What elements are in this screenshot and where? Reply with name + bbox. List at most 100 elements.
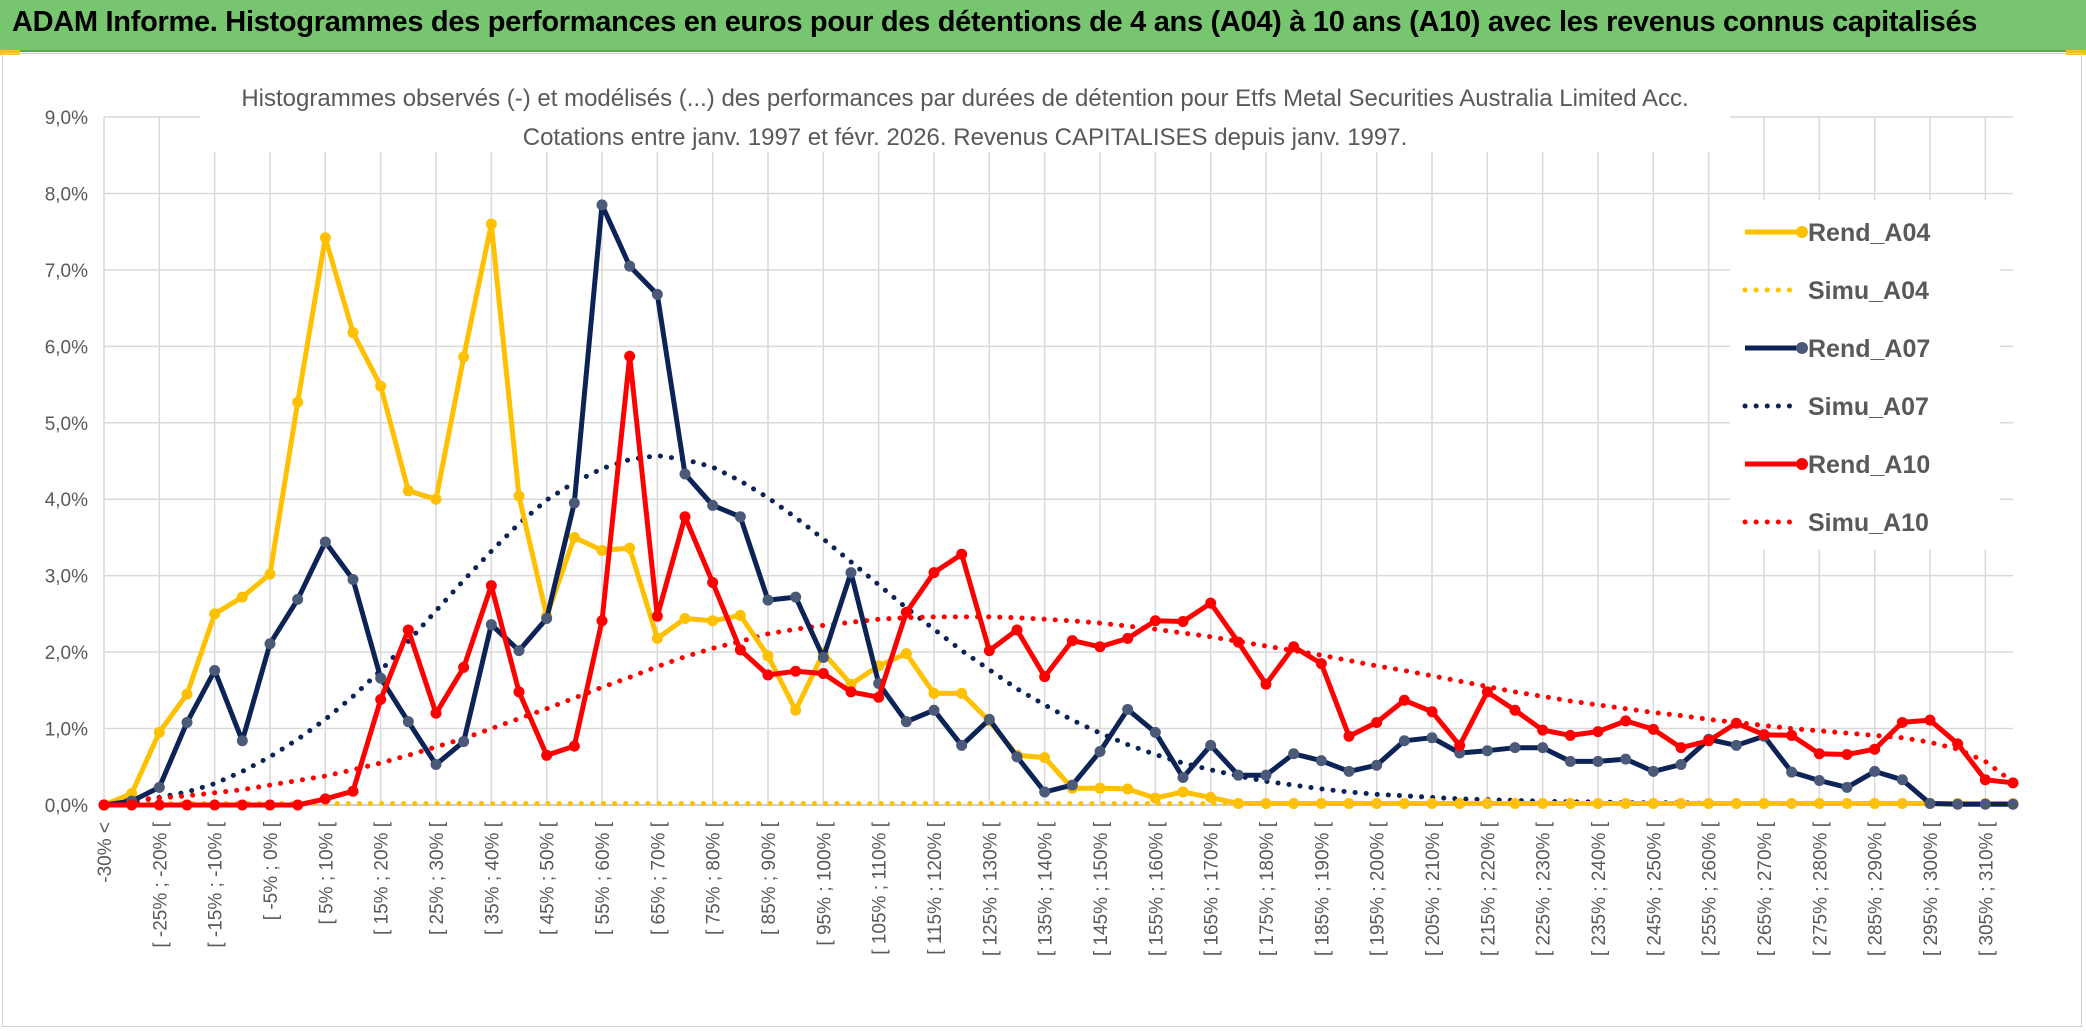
data-point bbox=[1841, 797, 1853, 809]
data-point bbox=[790, 591, 802, 603]
data-point bbox=[679, 468, 691, 480]
legend-label: Simu_A04 bbox=[1808, 277, 1929, 305]
data-point bbox=[956, 548, 968, 560]
data-point bbox=[1869, 743, 1881, 755]
data-point bbox=[900, 716, 912, 728]
data-point bbox=[1758, 729, 1770, 741]
data-point bbox=[430, 493, 442, 505]
data-point bbox=[707, 499, 719, 511]
legend-item: Rend_A04 bbox=[1745, 219, 1930, 247]
data-point bbox=[1675, 742, 1687, 754]
legend-item: Rend_A07 bbox=[1745, 335, 1930, 363]
data-point bbox=[347, 573, 359, 585]
data-point bbox=[1481, 686, 1493, 698]
chart-title: Histogrammes observés (-) et modélisés (… bbox=[241, 85, 1688, 112]
data-point bbox=[1509, 742, 1521, 754]
data-point bbox=[375, 694, 387, 706]
data-point bbox=[1592, 726, 1604, 738]
series-simu-a10 bbox=[101, 614, 2016, 805]
data-point bbox=[292, 799, 304, 811]
data-point bbox=[153, 726, 165, 738]
data-point bbox=[762, 669, 774, 681]
data-point bbox=[1426, 706, 1438, 718]
data-point bbox=[402, 485, 414, 497]
data-point bbox=[1177, 786, 1189, 798]
data-point bbox=[1122, 703, 1134, 715]
data-point bbox=[679, 511, 691, 523]
data-point bbox=[1841, 781, 1853, 793]
x-tick-label: [ 165% ; 170% [ bbox=[1202, 821, 1223, 956]
data-point bbox=[1647, 723, 1659, 735]
x-tick-label: [ -15% ; -10% [ bbox=[206, 821, 227, 947]
series-rend-a04 bbox=[98, 218, 2019, 811]
data-point bbox=[1260, 769, 1272, 781]
data-point bbox=[596, 199, 608, 211]
data-point bbox=[651, 632, 663, 644]
legend-label: Rend_A10 bbox=[1808, 451, 1930, 479]
legend-marker bbox=[1796, 458, 1808, 470]
data-point bbox=[1564, 797, 1576, 809]
data-point bbox=[1675, 758, 1687, 770]
data-point bbox=[1896, 774, 1908, 786]
data-point bbox=[513, 490, 525, 502]
data-point bbox=[1730, 797, 1742, 809]
data-point bbox=[1509, 797, 1521, 809]
data-point bbox=[1620, 753, 1632, 765]
corner-accent-left bbox=[0, 50, 20, 55]
series-simu-a07 bbox=[101, 453, 2016, 806]
y-tick-label: 6,0% bbox=[45, 337, 88, 358]
data-point bbox=[236, 735, 248, 747]
data-point bbox=[1454, 739, 1466, 751]
x-tick-label: [ 145% ; 150% [ bbox=[1091, 821, 1112, 956]
x-tick-label: [ 275% ; 280% [ bbox=[1810, 821, 1831, 956]
y-tick-label: 0,0% bbox=[45, 796, 88, 817]
data-point bbox=[790, 704, 802, 716]
data-point bbox=[1924, 797, 1936, 809]
x-tick-label: [ 95% ; 100% [ bbox=[814, 821, 835, 945]
data-point bbox=[513, 686, 525, 698]
data-point bbox=[1979, 774, 1991, 786]
data-point bbox=[1564, 729, 1576, 741]
data-point bbox=[1813, 748, 1825, 760]
data-point bbox=[347, 785, 359, 797]
data-point bbox=[319, 536, 331, 548]
data-point bbox=[928, 704, 940, 716]
data-point bbox=[900, 648, 912, 660]
series-line bbox=[103, 221, 2013, 808]
data-point bbox=[1177, 616, 1189, 628]
data-point bbox=[1786, 797, 1798, 809]
data-point bbox=[485, 619, 497, 631]
data-point bbox=[375, 380, 387, 392]
legend-marker bbox=[1796, 226, 1808, 238]
legend-item: Simu_A04 bbox=[1742, 277, 1929, 305]
data-point bbox=[1647, 797, 1659, 809]
data-point bbox=[983, 713, 995, 725]
series-rend-a10 bbox=[98, 350, 2019, 811]
data-point bbox=[181, 688, 193, 700]
data-point bbox=[1094, 641, 1106, 653]
data-point bbox=[292, 396, 304, 408]
chart-subtitle: Cotations entre janv. 1997 et févr. 2026… bbox=[523, 124, 1408, 151]
data-point bbox=[402, 624, 414, 636]
data-point bbox=[1730, 717, 1742, 729]
data-point bbox=[651, 610, 663, 622]
data-point bbox=[513, 645, 525, 657]
data-point bbox=[1398, 735, 1410, 747]
data-point bbox=[624, 350, 636, 362]
data-point bbox=[900, 606, 912, 618]
data-point bbox=[209, 799, 221, 811]
data-point bbox=[1315, 797, 1327, 809]
data-point bbox=[928, 567, 940, 579]
y-tick-label: 4,0% bbox=[45, 490, 88, 511]
data-point bbox=[983, 645, 995, 657]
data-point bbox=[485, 218, 497, 230]
data-point bbox=[1315, 755, 1327, 767]
legend-marker bbox=[1796, 342, 1808, 354]
chart-frame bbox=[2, 53, 2082, 1027]
x-tick-label: [ 25% ; 30% [ bbox=[427, 821, 448, 935]
x-tick-label: [ -25% ; -20% [ bbox=[150, 821, 171, 947]
series-line bbox=[101, 453, 2016, 806]
data-point bbox=[430, 707, 442, 719]
data-point bbox=[1675, 797, 1687, 809]
